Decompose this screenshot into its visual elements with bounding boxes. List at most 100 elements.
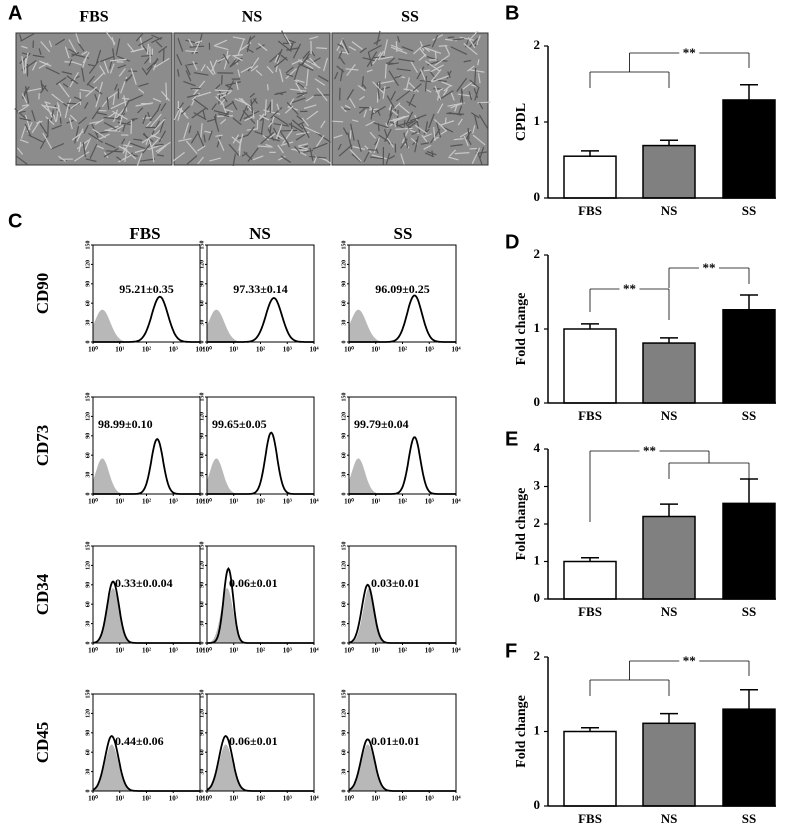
x-tick-label: 10² (398, 498, 407, 506)
y-tick-label: 0 (534, 394, 541, 409)
x-tick-label: 10⁰ (344, 795, 354, 803)
x-tick-label: NS (661, 811, 678, 825)
x-tick-label: SS (742, 604, 756, 619)
x-tick-label: 10⁰ (202, 795, 212, 803)
y-tick-label: 0 (199, 493, 205, 496)
y-tick-label: 0 (534, 590, 541, 605)
panel-label: A (8, 2, 22, 24)
y-tick-label: 150 (199, 690, 205, 699)
x-tick-label: 10¹ (229, 647, 238, 655)
x-tick-label: 10¹ (115, 795, 124, 803)
y-tick-label: 150 (199, 241, 205, 250)
y-tick-label: 0 (85, 341, 91, 344)
x-tick-label: 10¹ (229, 346, 238, 354)
y-tick-label: 90 (85, 433, 91, 439)
x-tick-label: NS (661, 203, 678, 218)
y-tick-label: 30 (85, 621, 91, 627)
isotype-histogram (207, 459, 314, 495)
y-tick-label: 150 (199, 393, 205, 402)
y-tick-label: 60 (85, 601, 91, 607)
isotype-histogram (207, 310, 314, 342)
y-tick-label: 2 (534, 515, 541, 530)
x-tick-label: 10² (142, 498, 151, 506)
y-tick-label: 60 (199, 300, 205, 306)
x-tick-label: NS (661, 408, 678, 423)
x-tick-label: 10⁴ (451, 795, 461, 803)
cell (426, 76, 427, 91)
panel-label: B (505, 2, 519, 24)
x-tick-label: SS (742, 203, 756, 218)
y-tick-label: 150 (341, 241, 347, 250)
y-tick-label: 30 (85, 472, 91, 478)
percent-positive: 0.06±0.01 (229, 734, 278, 748)
y-tick-label: 60 (85, 300, 91, 306)
cell (439, 46, 447, 47)
y-tick-label: 60 (85, 749, 91, 755)
y-tick-label: 60 (199, 452, 205, 458)
y-tick-label: 2 (534, 246, 541, 261)
x-tick-label: FBS (578, 408, 602, 423)
cell (396, 41, 397, 52)
y-tick-label: 90 (85, 730, 91, 736)
y-tick-label: 0 (85, 642, 91, 645)
y-tick-label: 30 (341, 320, 347, 326)
y-tick-label: 120 (341, 561, 347, 570)
percent-positive: 96.09±0.25 (375, 282, 430, 296)
y-tick-label: 150 (341, 542, 347, 551)
cell (60, 118, 61, 124)
x-tick-label: 10⁰ (202, 647, 212, 655)
x-tick-label: 10³ (169, 795, 178, 803)
x-tick-label: 10⁰ (88, 346, 98, 354)
column-header: NS (249, 224, 271, 243)
y-tick-label: 30 (341, 621, 347, 627)
percent-positive: 0.33±0.0.04 (115, 576, 173, 590)
x-tick-label: 10¹ (371, 346, 380, 354)
x-tick-label: FBS (578, 811, 602, 825)
x-tick-label: SS (742, 408, 756, 423)
x-tick-label: 10⁰ (202, 346, 212, 354)
y-tick-label: 0 (199, 642, 205, 645)
y-tick-label: 90 (85, 582, 91, 588)
image-label: SS (401, 9, 419, 26)
y-tick-label: 0 (341, 790, 347, 793)
y-tick-label: 120 (85, 561, 91, 570)
y-tick-label: 3 (534, 477, 541, 492)
cell (332, 121, 343, 122)
percent-positive: 97.33±0.14 (233, 282, 288, 296)
x-tick-label: 10² (256, 795, 265, 803)
x-tick-label: 10¹ (115, 498, 124, 506)
y-tick-label: 0 (85, 790, 91, 793)
x-tick-label: 10⁴ (309, 647, 319, 655)
bar (723, 100, 775, 198)
percent-positive: 0.44±0.06 (115, 734, 164, 748)
significance: ** (683, 653, 696, 668)
y-tick-label: 120 (341, 709, 347, 718)
cell (404, 120, 405, 126)
y-tick-label: 120 (199, 709, 205, 718)
x-tick-label: 10³ (283, 795, 292, 803)
y-tick-label: 90 (341, 281, 347, 287)
x-tick-label: 10³ (425, 498, 434, 506)
y-tick-label: 90 (341, 730, 347, 736)
percent-positive: 98.99±0.10 (98, 417, 153, 431)
y-tick-label: 1 (534, 722, 541, 737)
bar (564, 732, 616, 807)
isotype-histogram (207, 744, 314, 791)
row-label: CD73 (33, 425, 52, 467)
y-tick-label: 120 (199, 561, 205, 570)
x-tick-label: 10⁴ (309, 498, 319, 506)
bar (564, 156, 616, 198)
y-tick-label: 90 (85, 281, 91, 287)
y-tick-label: 0 (534, 797, 541, 812)
x-tick-label: 10³ (425, 346, 434, 354)
y-tick-label: 0 (341, 642, 347, 645)
y-axis-label: CPDL (514, 103, 529, 141)
y-tick-label: 0 (199, 790, 205, 793)
isotype-histogram (93, 459, 200, 495)
y-tick-label: 30 (199, 472, 205, 478)
y-tick-label: 0 (534, 189, 541, 204)
percent-positive: 99.65±0.05 (212, 417, 267, 431)
row-label: CD90 (33, 273, 52, 315)
x-tick-label: 10⁴ (451, 647, 461, 655)
